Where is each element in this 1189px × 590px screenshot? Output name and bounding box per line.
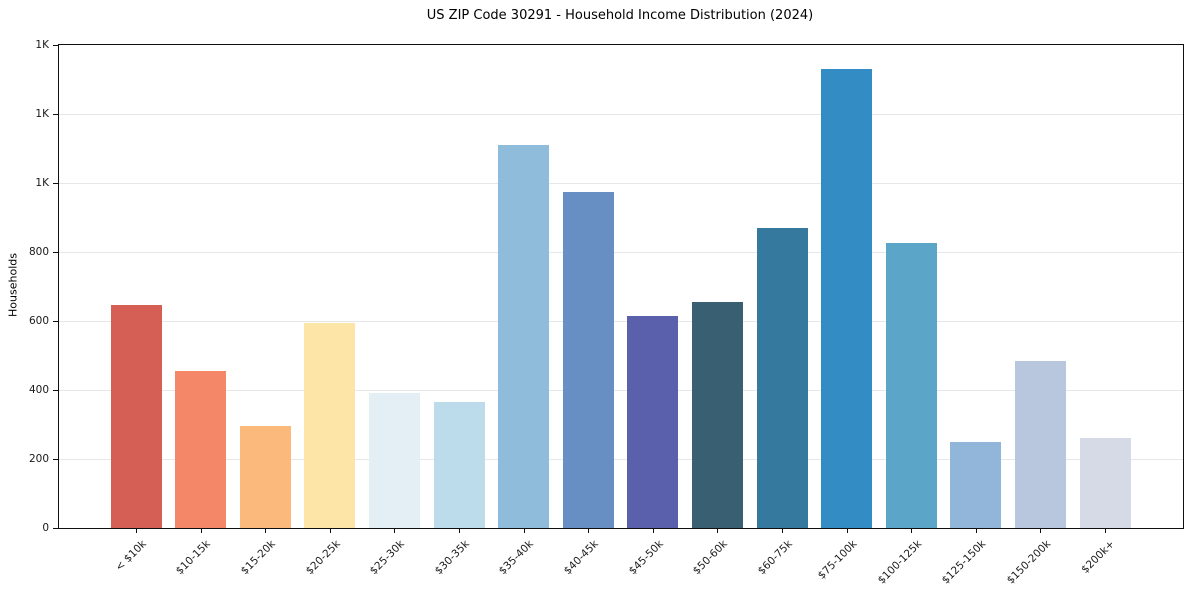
x-tick-label: $10-15k: [173, 538, 214, 578]
x-tick-label: $100-125k: [875, 538, 924, 587]
x-tick-label: < $10k: [112, 538, 149, 574]
gridline: [59, 183, 1183, 184]
x-tick-mark: [652, 529, 654, 533]
x-tick-label: $15-20k: [238, 538, 278, 578]
y-tick-mark: [53, 459, 58, 460]
y-tick-mark: [53, 183, 58, 184]
bar-10k: [110, 305, 162, 528]
x-tick-mark: [523, 529, 525, 533]
gridline: [59, 459, 1183, 460]
gridline: [59, 252, 1183, 253]
x-tick-label: $200k+: [1079, 538, 1118, 576]
x-tick-label: $125-150k: [939, 538, 989, 587]
y-tick-label: 800: [28, 246, 49, 258]
bar-125-150k: [950, 441, 1002, 528]
bar-60-75k: [756, 227, 808, 528]
y-tick-mark: [53, 45, 58, 46]
x-tick-mark: [588, 529, 590, 533]
y-axis-label: Households: [6, 253, 20, 317]
bar-10-15k: [175, 371, 227, 528]
bar-25-30k: [368, 393, 420, 528]
x-tick-mark: [1105, 529, 1106, 533]
bar-150-200k: [1014, 360, 1066, 528]
bar-20-25k: [304, 322, 356, 528]
gridline: [59, 114, 1183, 115]
bar-15-20k: [239, 426, 291, 528]
x-tick-label: $20-25k: [303, 538, 343, 578]
bar-45-50k: [627, 315, 679, 528]
y-tick-mark: [53, 390, 58, 391]
x-tick-label: $30-35k: [432, 538, 472, 578]
y-tick-mark: [53, 252, 58, 253]
y-tick-mark: [53, 321, 58, 322]
x-tick-label: $25-30k: [367, 538, 407, 578]
bar-50-60k: [691, 302, 743, 528]
x-tick-label: $50-60k: [690, 538, 730, 578]
x-tick-label: $45-50k: [626, 538, 666, 578]
bar-35-40k: [498, 145, 550, 528]
y-tick-label: 1K: [35, 39, 49, 51]
y-tick-label: 1K: [35, 177, 49, 189]
x-tick-mark: [200, 529, 202, 533]
bar-30-35k: [433, 402, 485, 528]
chart-title: US ZIP Code 30291 - Household Income Dis…: [426, 8, 814, 23]
bar-200k: [1079, 438, 1131, 528]
y-tick-mark: [53, 528, 58, 529]
bar-100-125k: [885, 243, 937, 528]
x-tick-mark: [329, 529, 331, 533]
x-tick-mark: [265, 529, 267, 533]
x-tick-mark: [717, 529, 719, 533]
x-tick-mark: [782, 529, 783, 533]
x-tick-label: $150-200k: [1004, 538, 1053, 587]
plot-area: [58, 44, 1184, 529]
x-tick-mark: [975, 529, 977, 533]
y-tick-label: 400: [28, 384, 49, 396]
gridline: [59, 390, 1183, 391]
y-tick-label: 200: [28, 453, 49, 465]
gridline: [59, 321, 1183, 322]
x-tick-mark: [459, 529, 460, 533]
bar-75-100k: [821, 69, 873, 528]
x-tick-mark: [911, 529, 913, 533]
x-tick-mark: [136, 529, 137, 533]
bar-40-45k: [562, 191, 614, 528]
x-tick-mark: [846, 529, 848, 533]
y-tick-label: 0: [42, 522, 49, 534]
x-tick-mark: [394, 529, 396, 533]
x-tick-label: $60-75k: [755, 538, 795, 578]
y-tick-label: 1K: [35, 108, 49, 120]
x-tick-label: $35-40k: [496, 538, 537, 578]
y-tick-label: 600: [28, 315, 49, 327]
x-tick-label: $40-45k: [561, 538, 601, 578]
y-tick-mark: [53, 114, 58, 115]
x-tick-label: $75-100k: [815, 538, 860, 582]
x-tick-mark: [1040, 529, 1042, 533]
